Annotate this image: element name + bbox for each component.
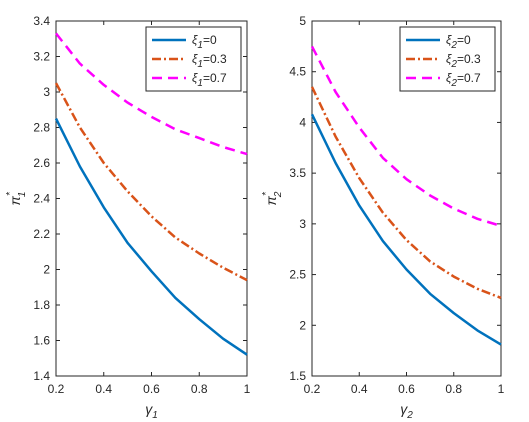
legend-box bbox=[145, 26, 242, 92]
series-line-1 bbox=[54, 118, 248, 356]
x-tick-label: 0.2 bbox=[48, 382, 65, 396]
x-axis-label: γ1 bbox=[145, 401, 158, 421]
chart-panel-1: 0.2 0.4 0.6 0.8 1 1.4 1.6 1.8 2 2.2 2.4 2.6 2.8 3 3.2 3… bbox=[5, 14, 251, 421]
x-tick-label: 0.8 bbox=[191, 382, 208, 396]
chart-panel-2: 0.2 0.4 0.6 0.8 11.522.533.544.55γ2π*2ξ2=0ξ2… bbox=[261, 14, 505, 421]
legend-label: ξ2=0.7 bbox=[446, 71, 481, 89]
y-tick-label: 3 bbox=[43, 85, 50, 99]
legend-label: ξ1=0.7 bbox=[192, 71, 227, 89]
y-tick-label: 5 bbox=[299, 14, 306, 28]
x-tick-label: 0.2 bbox=[304, 382, 321, 396]
x-tick-label: 0.4 bbox=[95, 382, 112, 396]
x-tick-label: 0.6 bbox=[143, 382, 160, 396]
series-line-1 bbox=[310, 113, 502, 346]
y-tick-label: 3.5 bbox=[289, 166, 306, 180]
y-tick-label: 1.6 bbox=[33, 334, 50, 348]
y-tick-label: 2 bbox=[299, 318, 306, 332]
y-axis-label: π*2 bbox=[261, 191, 284, 205]
y-tick-label: 2 bbox=[43, 263, 50, 277]
y-tick-label: 2.5 bbox=[289, 268, 306, 282]
legend: ξ1=0ξ1=0.3ξ1=0.7 bbox=[145, 26, 242, 92]
legend-box bbox=[399, 26, 496, 92]
y-tick-label: 1.4 bbox=[33, 369, 50, 383]
x-tick-label: 1 bbox=[498, 382, 505, 396]
y-tick-label: 3.4 bbox=[33, 14, 50, 28]
y-tick-label: 1.5 bbox=[289, 369, 306, 383]
y-tick-label: 4 bbox=[299, 115, 306, 129]
x-tick-label: 0.4 bbox=[351, 382, 368, 396]
y-tick-label: 2.4 bbox=[33, 192, 50, 206]
series-line-3 bbox=[55, 32, 248, 156]
x-tick-label: 1 bbox=[244, 382, 251, 396]
series-line-2 bbox=[54, 82, 248, 282]
legend-label: ξ1=0.3 bbox=[192, 52, 227, 70]
y-tick-label: 2.8 bbox=[33, 121, 50, 135]
x-axis-label: γ2 bbox=[400, 401, 413, 421]
legend-label: ξ1=0 bbox=[192, 33, 217, 51]
y-tick-label: 3.2 bbox=[33, 50, 50, 64]
y-tick-label: 3 bbox=[299, 217, 306, 231]
y-tick-label: 2.6 bbox=[33, 156, 50, 170]
series-line-2 bbox=[310, 86, 502, 300]
x-tick-label: 0.8 bbox=[445, 382, 462, 396]
series-line-3 bbox=[310, 45, 502, 228]
y-tick-label: 1.8 bbox=[33, 298, 50, 312]
y-tick-label: 4.5 bbox=[289, 65, 306, 79]
y-tick-label: 2.2 bbox=[33, 227, 50, 241]
legend: ξ2=0ξ2=0.3ξ2=0.7 bbox=[399, 26, 496, 92]
x-tick-label: 0.6 bbox=[398, 382, 415, 396]
y-axis-label: π*1 bbox=[5, 191, 28, 205]
legend-label: ξ2=0.3 bbox=[446, 52, 481, 70]
legend-label: ξ2=0 bbox=[446, 33, 471, 51]
